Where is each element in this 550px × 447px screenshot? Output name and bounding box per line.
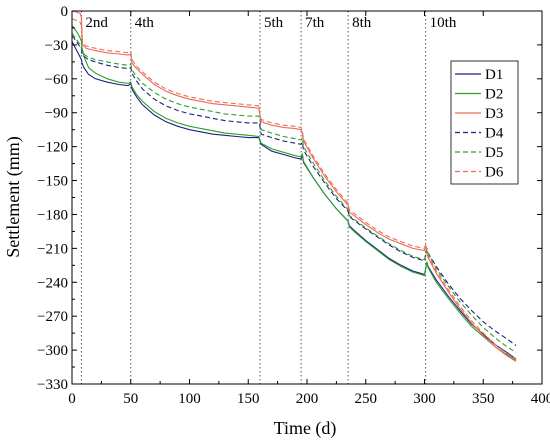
series-line-d6: [71, 18, 517, 360]
legend-label: D6: [485, 165, 504, 181]
y-axis-label: Settlement (mm): [3, 136, 24, 257]
y-tick-label: −210: [37, 241, 68, 257]
series-line-d2: [71, 25, 517, 361]
x-tick-label: 200: [296, 391, 319, 407]
stage-marker-label: 4th: [135, 15, 155, 31]
series-line-d1: [71, 41, 517, 360]
axes: 0 50 100 150 200 250 300 350 400 0 −30 −60 −90 −120 −1…: [37, 4, 550, 407]
y-tick-label: −150: [37, 174, 68, 190]
series-lines: [71, 10, 517, 362]
y-tick-label: −240: [37, 275, 68, 291]
y-tick-label: −90: [45, 106, 68, 122]
y-tick-label: −180: [37, 207, 68, 223]
x-tick-label: 300: [413, 391, 436, 407]
stage-markers: 2nd 4th 5th 7th 8th 10th: [80, 11, 457, 384]
legend-label: D5: [485, 145, 503, 161]
stage-marker-label: 7th: [305, 15, 325, 31]
legend-box: [450, 60, 519, 185]
stage-marker-label: 5th: [264, 15, 284, 31]
x-tick-label: 250: [355, 391, 378, 407]
y-tick-label: −120: [37, 140, 68, 156]
y-tick-label: 0: [61, 4, 69, 20]
series-line-d3: [71, 10, 517, 362]
x-tick-label: 150: [237, 391, 260, 407]
x-tick-label: 400: [531, 391, 550, 407]
x-axis-label: Time (d): [274, 418, 337, 439]
stage-marker-label: 10th: [430, 15, 457, 31]
x-tick-label: 50: [123, 391, 138, 407]
legend-label: D1: [485, 67, 503, 83]
x-tick-label: 0: [68, 391, 76, 407]
legend-label: D3: [485, 106, 503, 122]
y-tick-label: −30: [45, 38, 68, 54]
legend-label: D2: [485, 87, 503, 103]
stage-marker-label: 8th: [352, 15, 372, 31]
x-tick-label: 100: [178, 391, 201, 407]
legend: D1 D2 D3 D4 D5 D6: [450, 60, 519, 185]
x-tick-label: 350: [472, 391, 495, 407]
y-tick-label: −300: [37, 343, 68, 359]
y-tick-label: −60: [45, 72, 68, 88]
stage-marker-label: 2nd: [85, 15, 108, 31]
y-tick-label: −330: [37, 377, 68, 393]
legend-label: D4: [485, 126, 504, 142]
y-tick-label: −270: [37, 309, 68, 325]
series-line-d5: [71, 33, 517, 353]
